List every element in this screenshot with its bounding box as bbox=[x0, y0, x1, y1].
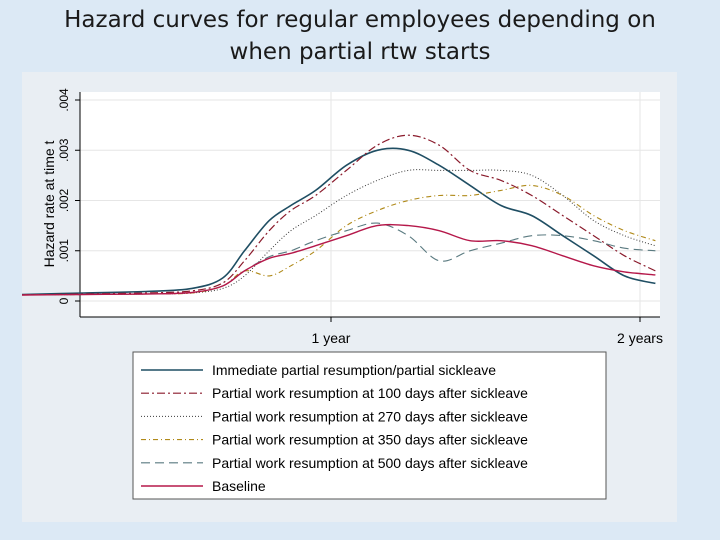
series-line-6 bbox=[21, 223, 656, 296]
plot-background bbox=[80, 92, 660, 317]
y-tick-label: .003 bbox=[57, 138, 71, 162]
legend-label-1: Immediate partial resumption/partial sic… bbox=[212, 362, 496, 378]
y-tick-label: .002 bbox=[57, 188, 71, 212]
legend-label-3: Partial work resumption at 270 days afte… bbox=[212, 408, 528, 424]
y-axis-title: Hazard rate at time t bbox=[41, 140, 57, 267]
legend-label-5: Partial work resumption at 500 days afte… bbox=[212, 455, 528, 471]
slide-title: Hazard curves for regular employees depe… bbox=[0, 4, 720, 68]
y-tick-label: .001 bbox=[57, 239, 71, 263]
legend-label-4: Partial work resumption at 350 days afte… bbox=[212, 432, 528, 448]
y-tick-label: 0 bbox=[57, 297, 71, 304]
slide-title-line-1: Hazard curves for regular employees depe… bbox=[64, 7, 656, 33]
slide-title-line-2: when partial rtw starts bbox=[229, 39, 491, 65]
x-tick-label: 2 years bbox=[617, 330, 663, 346]
series-line-4 bbox=[21, 184, 656, 296]
legend: Immediate partial resumption/partial sic… bbox=[132, 351, 607, 500]
series-line-2 bbox=[21, 134, 656, 296]
legend-box bbox=[132, 351, 607, 500]
tick-layer: 0 .001 .002 .003 .004 1 year 2 years bbox=[57, 88, 663, 346]
x-tick-label: 1 year bbox=[312, 330, 351, 346]
series-layer bbox=[21, 134, 656, 296]
legend-label-2: Partial work resumption at 100 days afte… bbox=[212, 385, 528, 401]
legend-label-6: Baseline bbox=[212, 478, 266, 494]
y-tick-label: .004 bbox=[57, 88, 71, 112]
